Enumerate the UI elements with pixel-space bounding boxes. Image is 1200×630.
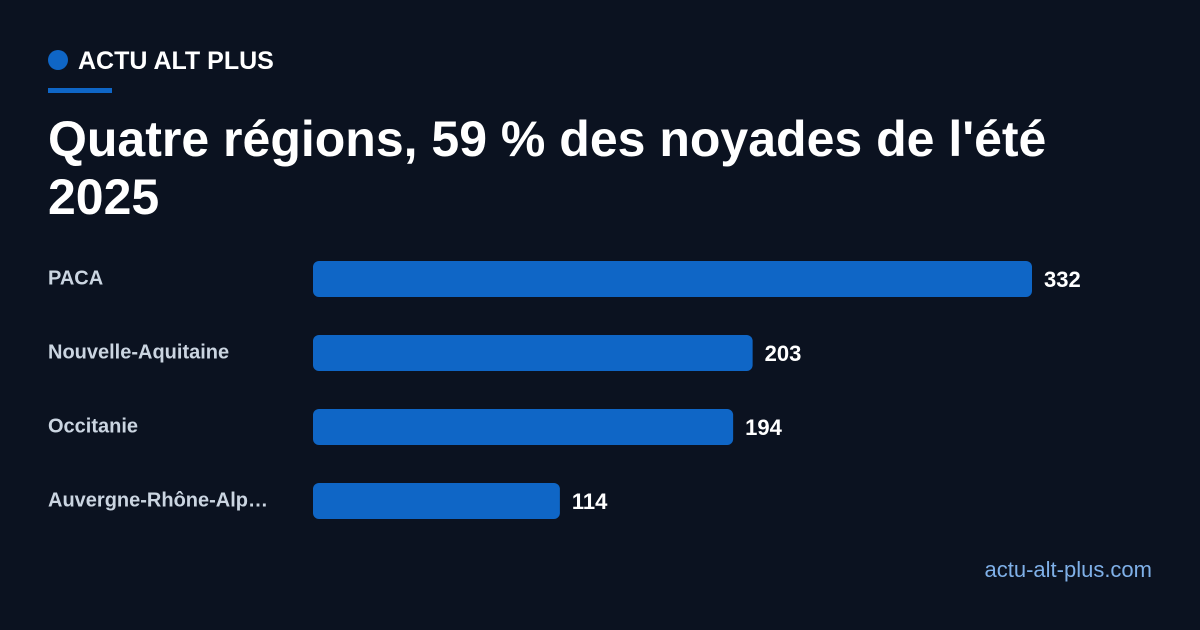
value-label: 114 bbox=[572, 489, 608, 514]
value-label: 203 bbox=[765, 341, 802, 366]
category-label: Auvergne-Rhône-Alp… bbox=[48, 489, 268, 511]
bar bbox=[313, 483, 560, 519]
brand: ACTU ALT PLUS bbox=[78, 47, 274, 75]
bar bbox=[313, 335, 753, 371]
value-label: 194 bbox=[745, 415, 782, 440]
chart-title: Quatre régions, 59 % des noyades de l'ét… bbox=[48, 111, 1047, 225]
bar bbox=[313, 409, 734, 445]
value-label: 332 bbox=[1044, 267, 1081, 292]
footer: actu-alt-plus.com bbox=[984, 557, 1152, 582]
bar bbox=[313, 261, 1032, 297]
category-label: PACA bbox=[48, 267, 103, 289]
brand-dot bbox=[48, 50, 68, 70]
category-label: Nouvelle-Aquitaine bbox=[48, 341, 229, 363]
category-label: Occitanie bbox=[48, 415, 138, 437]
brand-rule bbox=[48, 88, 112, 93]
